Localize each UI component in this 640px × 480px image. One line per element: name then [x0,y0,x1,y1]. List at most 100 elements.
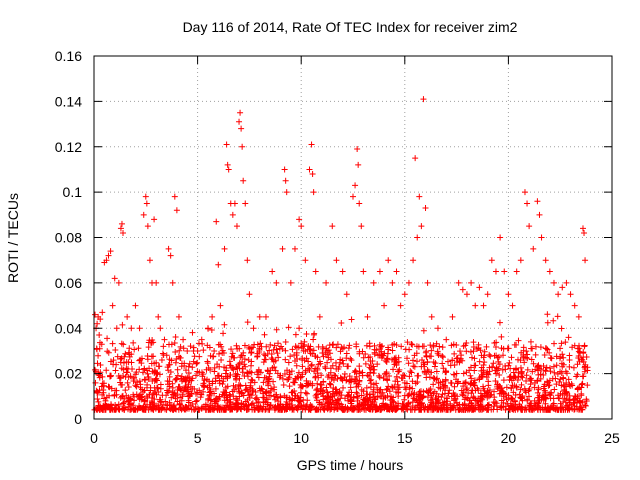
data-point [237,109,244,116]
data-point [287,279,294,286]
data-point [165,245,172,252]
data-point [209,313,216,320]
y-tick-label: 0.1 [63,184,83,200]
data-point [412,155,419,162]
data-point [256,313,263,320]
data-point [153,279,160,286]
data-point [468,279,475,286]
data-point [401,291,408,298]
data-point [239,143,246,150]
data-point [530,245,537,252]
data-point [244,257,251,264]
data-point [140,211,147,218]
data-point [555,291,562,298]
y-tick-label: 0.04 [55,320,82,336]
data-point [282,177,289,184]
data-point [142,193,149,200]
data-point [579,225,586,232]
x-axis-ticks: 0 5 10 15 20 25 [90,56,620,446]
y-tick-label: 0.02 [55,366,82,382]
y-tick-label: 0.06 [55,275,82,291]
data-point [184,347,191,354]
data-point [103,257,110,264]
data-point [157,325,164,332]
data-point [449,313,456,320]
data-point [180,336,187,343]
data-points [92,96,589,354]
y-tick-label: 0 [74,411,82,427]
data-point [443,336,450,343]
data-point [225,166,232,173]
data-point [501,268,508,275]
x-tick-label: 25 [604,430,620,446]
data-point [242,200,249,207]
data-point [96,332,103,339]
data-point [343,291,350,298]
data-point [410,257,417,264]
data-point [111,275,118,282]
y-tick-label: 0.12 [55,139,82,155]
data-point [534,198,541,205]
y-tick-label: 0.16 [55,48,82,64]
data-point [161,336,168,343]
data-point [513,268,520,275]
y-axis-title: ROTI / TECUs [5,193,21,283]
data-point [509,302,516,309]
data-point [389,279,396,286]
data-point [151,216,158,223]
data-point [283,189,290,196]
data-point [224,161,231,168]
data-point [463,291,470,298]
data-point [215,261,222,268]
data-point [146,257,153,264]
data-point [524,200,531,207]
data-point [370,279,377,286]
data-point [279,245,286,252]
data-point [364,313,371,320]
data-point [231,200,238,207]
data-point [291,245,298,252]
data-point [229,211,236,218]
data-point [115,279,122,286]
data-point [281,166,288,173]
data-point [118,220,125,227]
data-point [262,313,269,320]
data-point [143,200,150,207]
x-axis-title: GPS time / hours [297,457,404,473]
data-point [459,286,466,293]
data-point [213,218,220,225]
data-point [250,325,257,332]
data-point [575,313,582,320]
data-point [132,302,139,309]
data-point [536,211,543,218]
data-point [492,268,499,275]
data-point [381,302,388,309]
data-point [175,313,182,320]
data-point [356,200,363,207]
data-point [323,279,330,286]
data-point [358,223,365,230]
x-tick-label: 15 [397,430,413,446]
data-point [385,257,392,264]
data-point [420,96,427,103]
data-point [233,223,240,230]
data-point [309,170,316,177]
data-point [350,193,356,200]
data-point [352,182,359,189]
data-point [117,225,124,232]
y-axis-ticks: 0 0.02 0.04 0.06 0.08 0.1 0.12 0.14 0.16 [55,48,612,427]
data-point [355,161,362,168]
data-point [414,234,421,241]
data-point [204,325,211,332]
data-point [240,177,247,184]
data-point [563,279,570,286]
data-point [194,347,201,354]
dense-point-cloud [91,311,591,413]
background-noise-points [91,311,591,413]
data-point [354,146,361,153]
data-point [538,234,545,241]
data-point [517,257,524,264]
data-point [422,205,429,212]
data-point [296,216,303,223]
